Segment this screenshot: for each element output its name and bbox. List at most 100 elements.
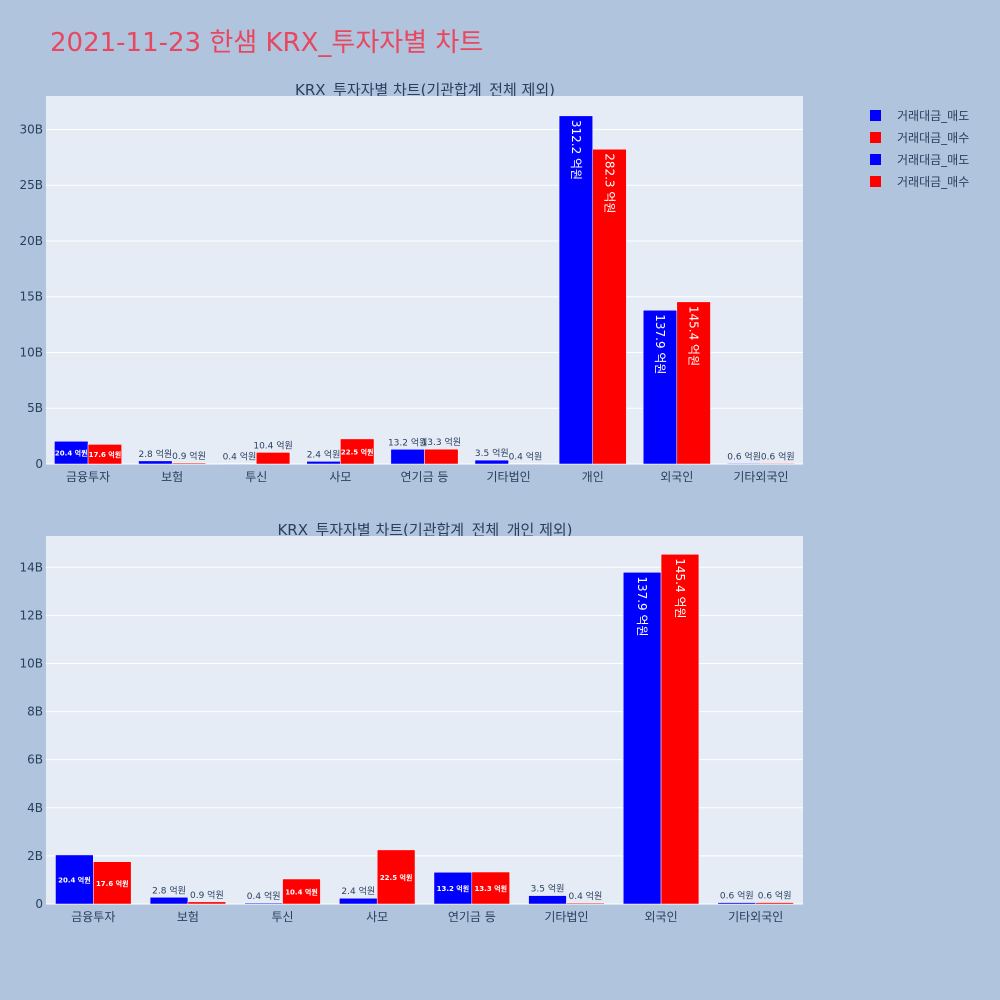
x-tick-label: 금융투자 — [66, 470, 110, 484]
x-tick-label: 연기금 등 — [401, 470, 449, 484]
legend-item[interactable]: 거래대금_매수 — [870, 170, 969, 192]
data-label: 0.9 억원 — [172, 450, 206, 462]
legend-item[interactable]: 거래대금_매수 — [870, 126, 969, 148]
bar[interactable] — [558, 115, 593, 465]
bar[interactable] — [93, 861, 132, 905]
data-label: 3.5 억원 — [475, 447, 509, 459]
bar[interactable] — [433, 872, 473, 905]
bar[interactable] — [660, 554, 700, 905]
legend-swatch — [870, 109, 881, 121]
y-tick-label: 0 — [35, 457, 43, 471]
data-label: 137.9 억원 — [653, 314, 667, 374]
bar[interactable] — [339, 897, 378, 905]
bar[interactable] — [376, 849, 416, 905]
data-label: 145.4 억원 — [687, 306, 701, 366]
y-tick-label: 8B — [27, 705, 43, 719]
bar[interactable] — [87, 444, 122, 465]
data-label: 137.9 억원 — [635, 576, 649, 636]
bar[interactable] — [187, 901, 227, 905]
data-label: 145.4 억원 — [673, 558, 687, 618]
x-tick-label: 금융투자 — [71, 910, 115, 924]
bar[interactable] — [508, 463, 543, 465]
data-label: 312.2 억원 — [569, 120, 583, 180]
bar[interactable] — [340, 438, 375, 465]
bar[interactable] — [528, 895, 567, 905]
y-tick-label: 12B — [19, 608, 43, 622]
y-tick-label: 0 — [35, 897, 43, 911]
bar[interactable] — [138, 460, 173, 465]
y-tick-label: 30B — [19, 122, 43, 136]
bar-chart-top: KRX_투자자별 차트(기관합계_전체 제외) 0 5B 10B 15B 20B 25B 3… — [19, 81, 803, 484]
data-label: 0.6 억원 — [758, 890, 792, 902]
data-label: 2.4 억원 — [307, 448, 341, 460]
y-tick-label: 20B — [19, 234, 43, 248]
legend-label: 거래대금_매수 — [897, 130, 970, 145]
y-tick-label: 15B — [19, 290, 43, 304]
bar[interactable] — [424, 448, 459, 465]
data-label: 22.5 억원 — [380, 873, 413, 882]
bar[interactable] — [171, 462, 207, 465]
x-tick-label: 기타외국인 — [733, 470, 788, 484]
bar[interactable] — [592, 148, 627, 465]
x-tick-label: 기타법인 — [544, 910, 588, 924]
bar[interactable] — [676, 301, 711, 465]
data-label: 2.4 억원 — [341, 885, 375, 897]
data-label: 3.5 억원 — [531, 883, 565, 895]
legend-label: 거래대금_매수 — [897, 174, 970, 189]
data-label: 2.8 억원 — [152, 884, 186, 896]
x-tick-label: 사모 — [329, 470, 351, 484]
bar[interactable] — [149, 897, 189, 905]
bar[interactable] — [282, 878, 321, 905]
data-label: 0.4 억원 — [247, 890, 281, 902]
legend-swatch — [870, 153, 881, 165]
legend-label: 거래대금_매도 — [897, 152, 970, 167]
legend-label: 거래대금_매도 — [897, 108, 970, 123]
data-label: 17.6 억원 — [89, 450, 122, 459]
x-tick-label: 투신 — [245, 470, 267, 484]
y-tick-label: 14B — [19, 560, 43, 574]
bar[interactable] — [717, 902, 756, 905]
y-tick-label: 25B — [19, 178, 43, 192]
bar-chart-bottom: KRX_투자자별 차트(기관합계_전체_개인 제외) 0 2B 4B 6B 8B 10B 1… — [19, 521, 803, 924]
data-label: 13.3 억원 — [422, 436, 461, 448]
legend-item[interactable]: 거래대금_매도 — [870, 104, 969, 126]
data-label: 13.3 억원 — [474, 884, 507, 893]
data-label: 22.5 억원 — [341, 447, 374, 456]
x-tick-label: 기타법인 — [487, 470, 531, 484]
x-tick-label: 보험 — [177, 910, 199, 924]
bar[interactable] — [755, 902, 794, 905]
bar[interactable] — [566, 902, 605, 905]
bar[interactable] — [244, 902, 283, 905]
bar[interactable] — [760, 463, 795, 465]
x-tick-label: 보험 — [161, 470, 183, 484]
x-tick-label: 사모 — [366, 910, 388, 924]
x-tick-label: 투신 — [272, 910, 294, 924]
y-tick-label: 6B — [27, 753, 43, 767]
data-label: 20.4 억원 — [58, 875, 91, 884]
x-tick-label: 개인 — [582, 470, 604, 484]
data-label: 13.2 억원 — [437, 884, 470, 893]
data-label: 10.4 억원 — [285, 887, 318, 896]
bar[interactable] — [474, 459, 509, 465]
data-label: 20.4 억원 — [55, 449, 88, 458]
chart-title: KRX_투자자별 차트(기관합계_전체_개인 제외) — [277, 521, 572, 540]
bar[interactable] — [622, 572, 662, 905]
x-tick-label: 기타외국인 — [728, 910, 783, 924]
data-label: 0.6 억원 — [720, 890, 754, 902]
y-tick-label: 10B — [19, 345, 43, 359]
data-label: 0.6 억원 — [761, 450, 795, 462]
legend-item[interactable]: 거래대금_매도 — [870, 148, 969, 170]
data-label: 17.6 억원 — [96, 879, 129, 888]
data-label: 13.2 억원 — [388, 436, 427, 448]
bar[interactable] — [256, 452, 291, 465]
data-label: 2.8 억원 — [138, 448, 172, 460]
data-label: 0.9 억원 — [190, 889, 224, 901]
page-title: 2021-11-23 한샘 KRX_투자자별 차트 — [50, 28, 484, 58]
data-label: 282.3 억원 — [603, 153, 617, 213]
x-tick-label: 연기금 등 — [448, 910, 496, 924]
bar[interactable] — [642, 309, 678, 465]
legend-swatch — [870, 131, 881, 143]
legend-swatch — [870, 175, 881, 187]
bar[interactable] — [471, 871, 510, 905]
bar[interactable] — [55, 854, 94, 905]
